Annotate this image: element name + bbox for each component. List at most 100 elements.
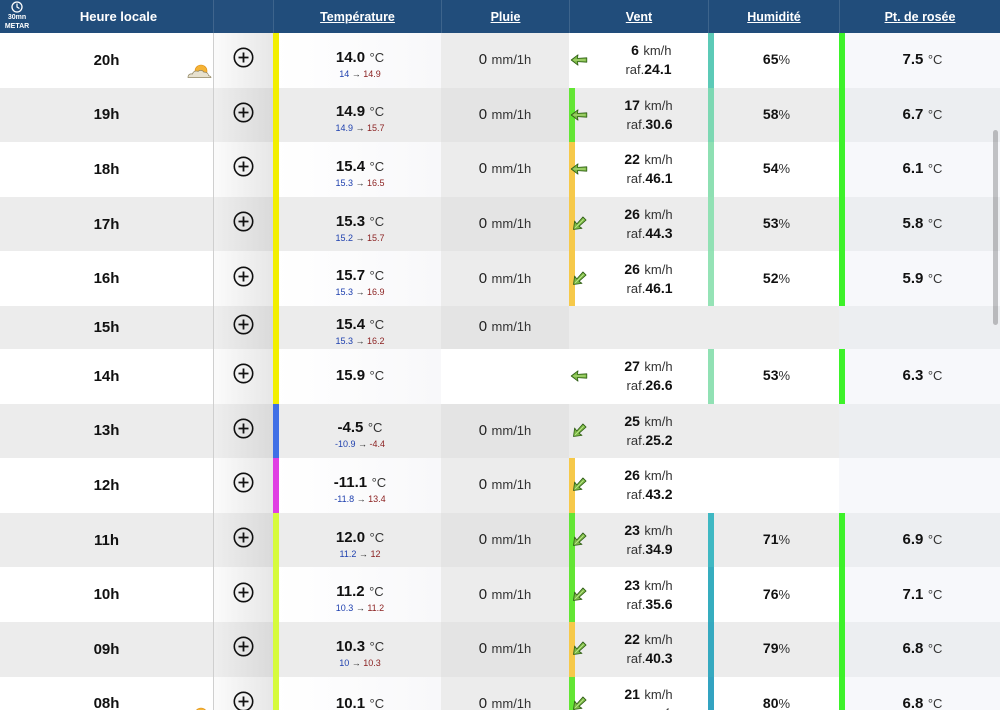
- wind-speed-line: 26 km/h: [624, 205, 672, 224]
- expand-row-button[interactable]: [233, 363, 254, 384]
- table-header: 30mn METAR Heure locale Température Plui…: [0, 0, 1000, 33]
- hour-label: 13h: [93, 422, 120, 440]
- wind-gust-value: 35.6: [645, 595, 673, 612]
- temperature-max: 16.5: [367, 177, 385, 188]
- wind-speed-unit: km/h: [644, 261, 673, 277]
- expand-cell: [213, 33, 273, 88]
- rain-reading: 0 mm/1h: [479, 476, 532, 494]
- humidity-reading: 53%: [763, 215, 790, 233]
- rain-cell: 0 mm/1h: [441, 196, 569, 252]
- temperature-unit: °C: [369, 213, 385, 229]
- wind-speed-line: 17 km/h: [624, 96, 672, 115]
- expand-row-button[interactable]: [233, 156, 254, 177]
- temperature-value: 14.9: [335, 103, 366, 121]
- rain-reading: 0 mm/1h: [479, 270, 532, 288]
- wind-color-bar: [569, 196, 575, 252]
- expand-row-button[interactable]: [233, 418, 254, 439]
- dewpoint-reading: 5.9 °C: [903, 270, 943, 288]
- wind-gust-value: 30.6: [645, 115, 673, 132]
- expand-row-button[interactable]: [233, 211, 254, 232]
- temperature-cell: 15.3 °C 15.2 → 15.7: [273, 196, 441, 252]
- temperature-min: -10.9: [334, 439, 356, 450]
- humidity-color-bar: [708, 567, 714, 622]
- temperature-unit: °C: [369, 268, 385, 284]
- temperature-color-bar: [273, 403, 279, 459]
- dewpoint-cell: 7.5 °C: [839, 33, 1000, 88]
- expand-row-button[interactable]: [233, 266, 254, 287]
- gust-prefix: raf.: [626, 432, 646, 448]
- wind-column-link[interactable]: Vent: [625, 9, 653, 24]
- temperature-column-link[interactable]: Température: [320, 9, 395, 24]
- scrollbar-thumb[interactable]: [993, 130, 998, 325]
- expand-cell: [213, 305, 273, 349]
- expand-row-button[interactable]: [233, 47, 254, 68]
- expand-row-button[interactable]: [233, 314, 254, 335]
- wind-speed-value: 26: [624, 260, 640, 277]
- humidity-cell: 53%: [708, 348, 839, 404]
- wind-cell: 23 km/h raf.35.6: [569, 567, 708, 622]
- rain-column-link[interactable]: Pluie: [490, 9, 521, 24]
- humidity-unit: %: [778, 52, 791, 68]
- temperature-color-bar: [273, 567, 279, 622]
- wind-gust-line: raf.35.6: [624, 595, 673, 614]
- rain-cell: 0 mm/1h: [441, 142, 569, 197]
- temperature-stack: 15.4 °C 15.3 → 16.5: [335, 150, 384, 189]
- wind-speed-unit: km/h: [644, 413, 673, 429]
- hour-cell: 17h: [0, 197, 213, 252]
- wind-cell: [569, 306, 708, 349]
- dewpoint-cell: 5.9 °C: [839, 251, 1000, 306]
- temperature-min: 15.3: [335, 335, 353, 346]
- expand-row-button[interactable]: [233, 636, 254, 657]
- wind-gust-value: 25.2: [645, 431, 673, 448]
- wind-direction-icon: [570, 640, 588, 658]
- temperature-stack: 15.3 °C 15.2 → 15.7: [335, 205, 384, 244]
- humidity-column-link[interactable]: Humidité: [747, 9, 801, 24]
- humidity-cell: 53%: [708, 196, 839, 252]
- wind-reading: 26 km/h raf.44.3: [624, 205, 672, 243]
- table-row: 10h 11.2 °C 10.3 → 11.2 0 mm/1h 23 km/h …: [0, 567, 1000, 622]
- temperature-range: 15.2 → 15.7: [335, 232, 384, 244]
- temperature-max: 13.4: [368, 493, 386, 504]
- humidity-value: 54: [762, 160, 779, 177]
- hour-label: 15h: [93, 318, 120, 336]
- temperature-cell: 14.9 °C 14.9 → 15.7: [273, 87, 441, 143]
- humidity-unit: %: [778, 641, 791, 657]
- humidity-value: 71: [762, 531, 779, 548]
- dewpoint-column-link[interactable]: Pt. de rosée: [884, 9, 956, 24]
- dewpoint-color-bar: [839, 87, 845, 143]
- expand-row-button[interactable]: [233, 691, 254, 710]
- table-row: 17h 15.3 °C 15.2 → 15.7 0 mm/1h 26 km/h …: [0, 196, 1000, 252]
- humidity-unit: %: [778, 216, 791, 232]
- temperature-unit: °C: [369, 49, 385, 65]
- temperature-cell: 15.9 °C: [273, 348, 441, 404]
- rain-value: 0: [478, 269, 488, 287]
- range-arrow: →: [358, 548, 368, 559]
- temperature-value: 15.4: [335, 157, 366, 175]
- wind-direction-icon: [570, 51, 588, 69]
- temperature-stack: 11.2 °C 10.3 → 11.2: [336, 575, 384, 614]
- hour-label: 14h: [93, 367, 120, 385]
- scrollbar[interactable]: [991, 33, 1000, 710]
- expand-row-button[interactable]: [233, 102, 254, 123]
- hour-cell: 12h: [0, 458, 213, 513]
- dewpoint-cell: 6.3 °C: [839, 348, 1000, 404]
- metar-toggle[interactable]: 30mn METAR: [0, 0, 34, 33]
- wind-gust-line: raf.34.9: [624, 540, 673, 559]
- wind-reading: 21 km/h raf.: [624, 685, 672, 710]
- rain-unit: mm/1h: [491, 422, 532, 438]
- rain-unit: mm/1h: [491, 216, 532, 232]
- expand-row-button[interactable]: [233, 582, 254, 603]
- expand-row-button[interactable]: [233, 527, 254, 548]
- hour-cell: 15h: [0, 306, 213, 349]
- table-row: 18h 15.4 °C 15.3 → 16.5 0 mm/1h 22 km/h …: [0, 142, 1000, 197]
- humidity-color-bar: [708, 33, 714, 88]
- wind-speed-unit: km/h: [644, 577, 673, 593]
- dewpoint-value: 7.5: [902, 51, 924, 69]
- dewpoint-cell: [839, 305, 1000, 349]
- dewpoint-cell: 6.1 °C: [839, 142, 1000, 197]
- hour-cell: 08h: [0, 677, 213, 710]
- rain-cell: 0 mm/1h: [441, 458, 569, 513]
- rain-reading: 0 mm/1h: [479, 106, 532, 124]
- expand-row-button[interactable]: [233, 472, 254, 493]
- humidity-value: 52: [762, 269, 779, 286]
